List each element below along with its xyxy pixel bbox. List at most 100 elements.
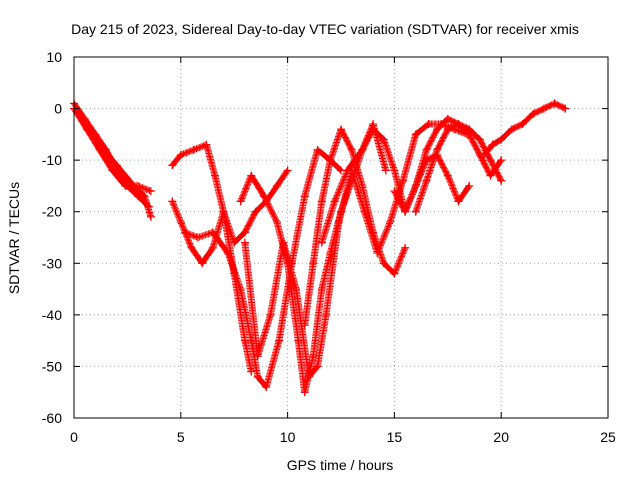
data-point [236,285,245,294]
data-point [189,145,198,154]
data-point [411,207,420,216]
data-point [337,125,345,134]
data-point [202,140,211,149]
data-point [80,120,89,129]
data-point [507,125,516,134]
data-point [193,233,202,242]
data-point [240,238,249,247]
data-point [422,176,431,185]
data-point [292,285,301,294]
data-point [253,352,262,361]
series-arc-12 [411,120,506,216]
data-point [121,181,130,190]
data-point [561,104,570,113]
data-point [465,130,474,139]
data-point [488,140,497,149]
data-point [313,145,322,154]
data-point [176,150,185,159]
data-point [497,135,506,144]
data-point [550,99,559,108]
data-point [433,145,442,154]
data-point [411,181,420,190]
data-point [443,125,452,134]
data-point [300,192,309,201]
series-arc-10 [240,120,472,381]
y-tick-label: -60 [42,410,62,426]
data-point [529,109,538,118]
data-point [266,310,275,319]
data-point [260,192,269,201]
data-point [262,383,271,392]
data-point [386,218,395,227]
data-point [379,135,388,144]
data-point [313,362,322,371]
data-point [411,130,420,139]
data-point [272,218,281,227]
data-point [443,114,452,123]
data-point [424,120,433,129]
y-tick-label: -30 [42,255,62,271]
data-point [465,181,474,190]
data-point [401,207,410,216]
axis-ticks: 0 5 10 15 20 25 10 0 -10 -20 -30 -40 -50 -60 [42,49,616,445]
data-point [309,352,318,361]
grid-lines [74,57,608,418]
y-tick-label: -40 [42,307,62,323]
data-point [454,120,463,129]
data-point [129,181,138,190]
data-point [497,176,506,185]
data-point [240,228,249,237]
data-point [347,166,356,175]
data-point [168,161,177,170]
data-point [390,269,399,278]
data-point [223,248,232,257]
data-point [454,197,463,206]
data-point [326,248,335,257]
data-point [518,120,527,129]
data-point [422,145,431,154]
data-point [272,181,281,190]
data-point [317,238,326,247]
x-tick-label: 25 [600,429,616,445]
data-point [251,207,260,216]
x-tick-label: 15 [387,429,403,445]
data-point [317,285,326,294]
data-point [347,145,356,154]
data-point [208,243,217,252]
data-point [317,197,326,206]
y-tick-label: -10 [42,152,62,168]
y-tick-label: -50 [42,358,62,374]
chart-title: Day 215 of 2023, Sidereal Day-to-day VTE… [71,21,579,37]
data-point [539,104,548,113]
x-axis-label: GPS time / hours [287,457,394,473]
data-point [360,207,369,216]
data-point [146,187,155,196]
x-tick-label: 20 [493,429,509,445]
y-tick-label: 0 [54,101,62,117]
data-point [140,192,149,201]
data-point [379,259,388,268]
data-point [300,388,309,397]
data-point [146,212,155,221]
data-point [330,197,339,206]
data-point [168,197,177,206]
data-point [108,166,117,175]
data-point [486,156,495,165]
data-point [304,372,313,381]
data-point [433,125,442,134]
data-point [210,171,219,180]
data-point [283,166,292,175]
data-point [497,156,506,165]
y-tick-label: 10 [46,49,62,65]
series-arc-3 [80,120,155,221]
data-point [236,197,245,206]
data-point [112,161,121,170]
data-point [322,310,331,319]
data-point [369,125,378,134]
data-point [326,156,335,165]
data-point [398,176,407,185]
series-arc-13 [480,99,570,159]
data-point [401,243,410,252]
x-tick-label: 0 [70,429,78,445]
